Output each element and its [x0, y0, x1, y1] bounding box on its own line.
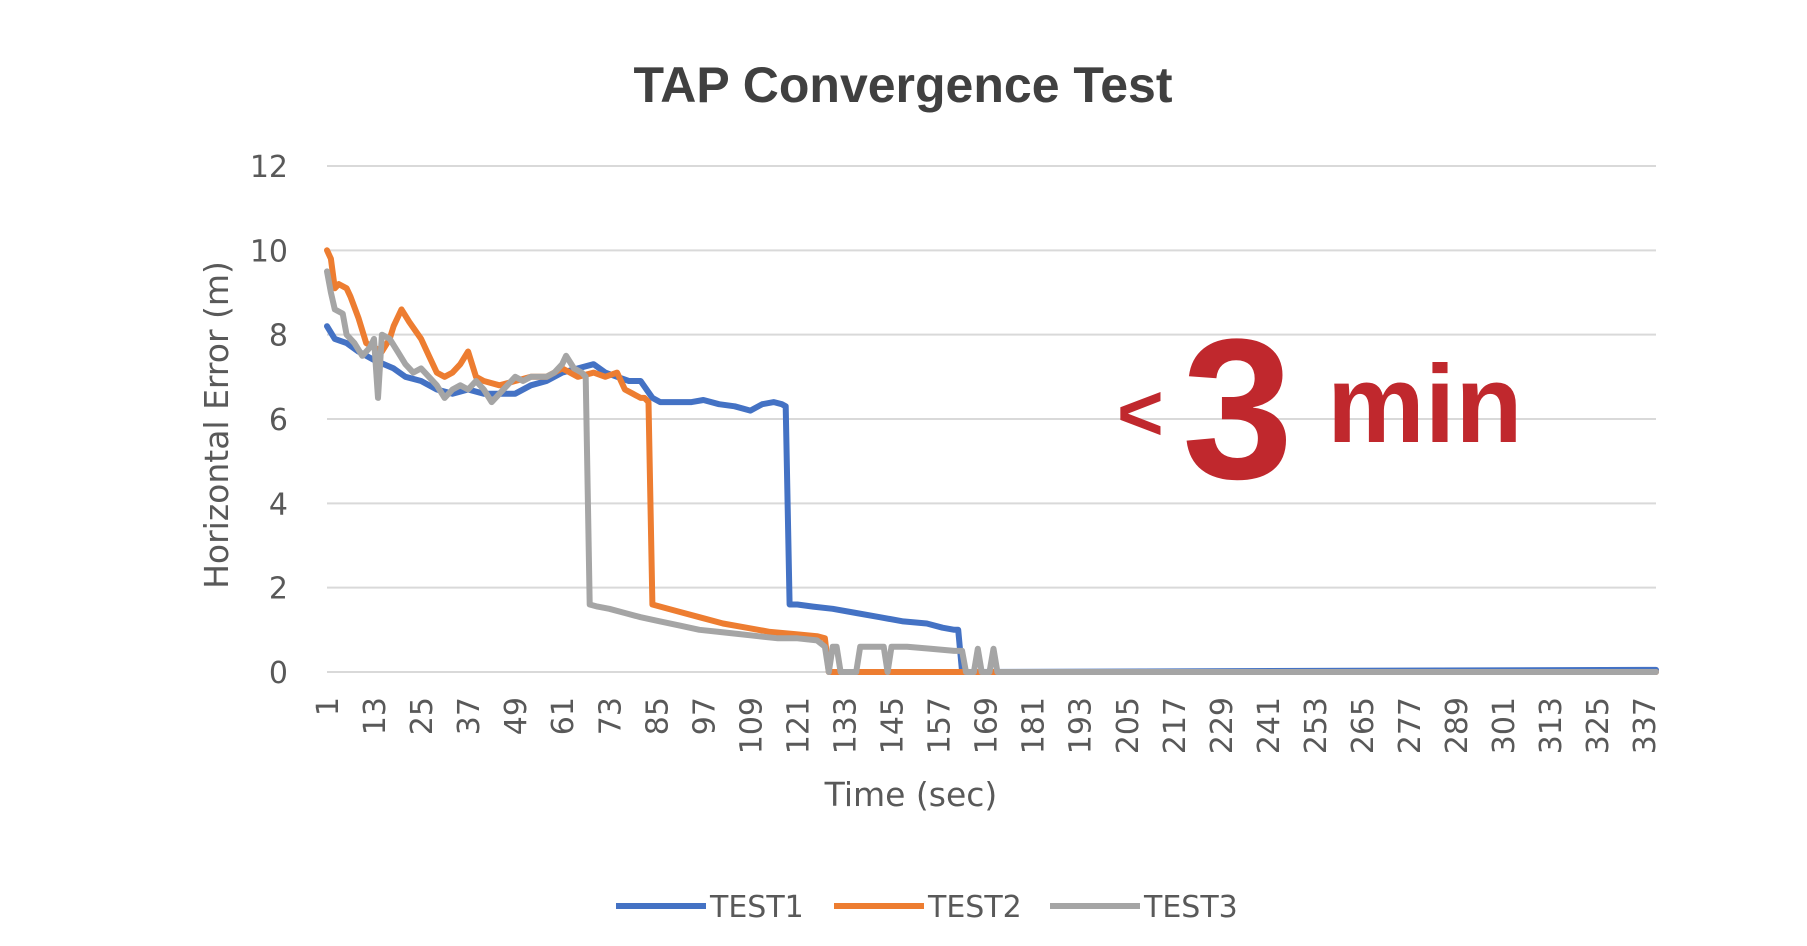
- y-tick-label: 0: [269, 656, 288, 691]
- x-tick-label: 325: [1581, 697, 1616, 754]
- x-tick-label: 277: [1393, 697, 1428, 754]
- legend-item-test3: TEST3: [1050, 890, 1238, 925]
- x-tick-label: 205: [1111, 697, 1146, 754]
- y-axis-label: Horizontal Error (m): [197, 261, 236, 589]
- y-tick-label: 10: [250, 234, 288, 269]
- legend-label: TEST3: [1143, 890, 1238, 925]
- x-tick-label: 61: [546, 697, 581, 735]
- chart-title: TAP Convergence Test: [633, 57, 1172, 113]
- x-tick-label: 241: [1252, 697, 1287, 754]
- y-tick-label: 8: [269, 319, 288, 354]
- y-tick-label: 4: [269, 487, 288, 522]
- x-tick-label: 109: [734, 697, 769, 754]
- legend-item-test2: TEST2: [834, 890, 1022, 925]
- callout-unit: min: [1327, 343, 1523, 466]
- y-axis-ticks: 0 2 4 6 8 10 12: [250, 150, 288, 691]
- series-group: [324, 247, 1659, 675]
- x-tick-label: 13: [358, 697, 393, 735]
- x-tick-label: 253: [1299, 697, 1334, 754]
- legend-item-test1: TEST1: [616, 890, 804, 925]
- x-tick-label: 301: [1487, 697, 1522, 754]
- series-line-test3: [324, 268, 1659, 675]
- callout-number: 3: [1182, 298, 1293, 521]
- grid: [327, 165, 1656, 589]
- x-tick-label: 313: [1534, 697, 1569, 754]
- x-tick-label: 157: [923, 697, 958, 754]
- callout-prefix: <: [1117, 368, 1164, 457]
- x-tick-label: 25: [405, 697, 440, 735]
- x-tick-label: 73: [593, 697, 628, 735]
- legend-label: TEST2: [927, 890, 1022, 925]
- x-tick-label: 145: [876, 697, 911, 754]
- x-tick-label: 229: [1205, 697, 1240, 754]
- legend-label: TEST1: [709, 890, 804, 925]
- x-tick-label: 85: [640, 697, 675, 735]
- y-tick-label: 6: [269, 403, 288, 438]
- x-tick-label: 289: [1440, 697, 1475, 754]
- x-tick-label: 121: [781, 697, 816, 754]
- legend: TEST1 TEST2 TEST3: [616, 890, 1238, 925]
- x-tick-label: 37: [452, 697, 487, 735]
- x-tick-label: 133: [828, 697, 863, 754]
- y-tick-label: 2: [269, 572, 288, 607]
- x-tick-label: 49: [499, 697, 534, 735]
- x-tick-label: 217: [1158, 697, 1193, 754]
- x-tick-label: 169: [970, 697, 1005, 754]
- x-tick-label: 1: [311, 697, 346, 716]
- x-tick-label: 97: [687, 697, 722, 735]
- x-tick-label: 181: [1017, 697, 1052, 754]
- x-tick-label: 337: [1628, 697, 1663, 754]
- convergence-callout: < 3 min: [1117, 298, 1523, 521]
- x-axis-label: Time (sec): [824, 775, 998, 814]
- x-tick-label: 193: [1064, 697, 1099, 754]
- y-tick-label: 12: [250, 150, 288, 185]
- x-axis-ticks: 1 13 25 37 49 61 73 85 97 109 121 133 145 157 169 181 19…: [311, 697, 1663, 754]
- x-tick-label: 265: [1346, 697, 1381, 754]
